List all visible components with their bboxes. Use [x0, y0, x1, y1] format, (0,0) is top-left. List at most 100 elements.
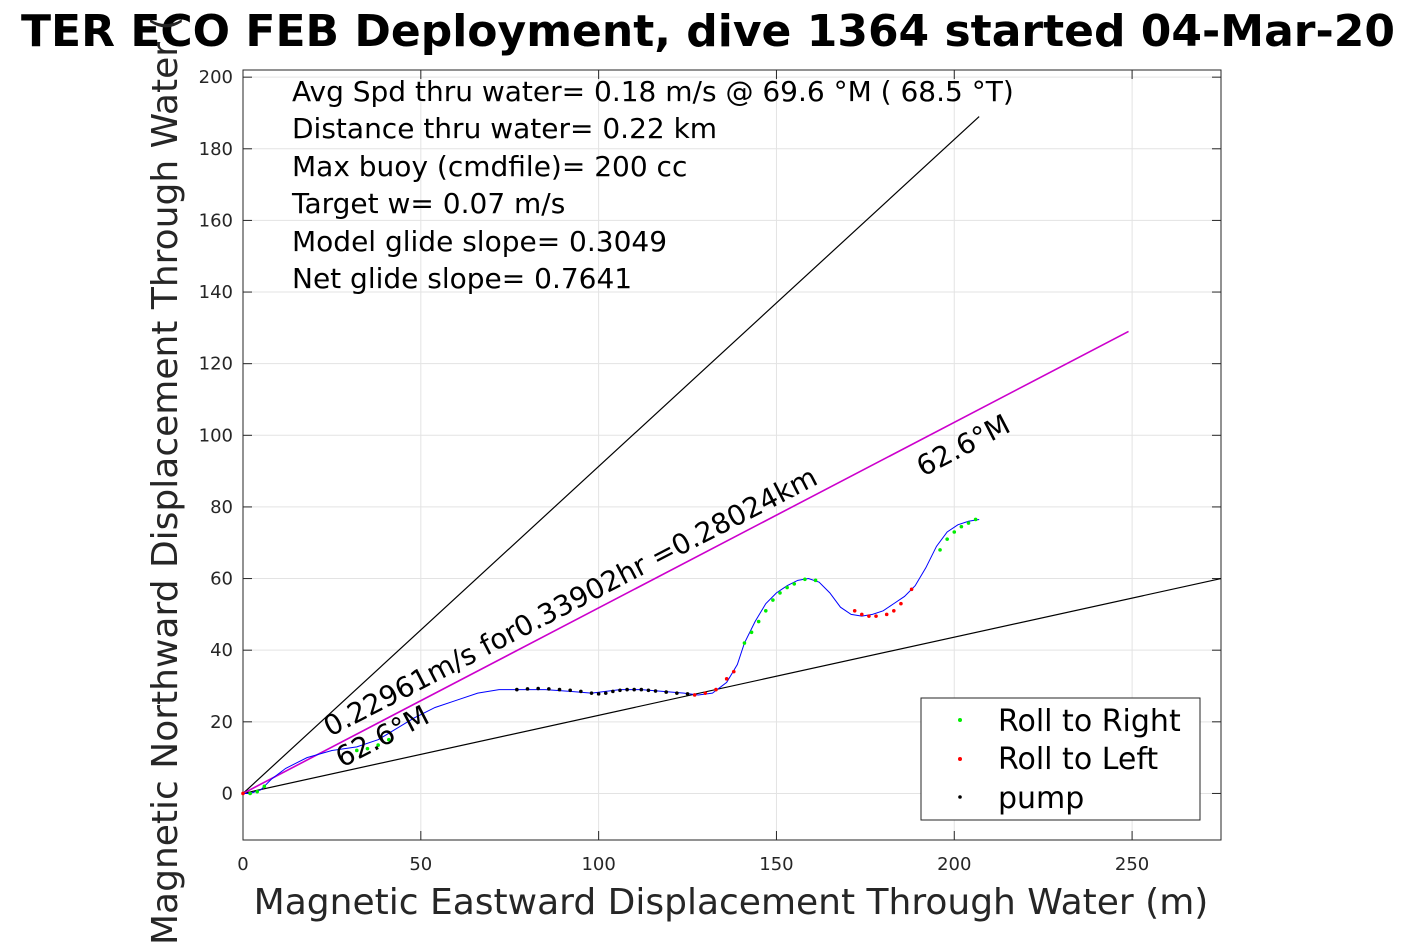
point-roll-to-right: [387, 737, 391, 742]
point-pump: [639, 687, 644, 692]
point-roll-to-right: [355, 748, 359, 753]
point-roll-to-right: [742, 641, 747, 645]
legend-marker-roll-right: [958, 718, 962, 722]
point-roll-to-left: [724, 677, 729, 681]
info-line-model-glide-slope: Model glide slope= 0.3049: [292, 225, 667, 258]
legend-box: [920, 697, 1201, 821]
point-roll-to-right: [938, 548, 942, 552]
y-tick-label: 140: [199, 282, 233, 303]
axis-ticks: 0 50 100 150 200 250 0 20 40 60 80 100 120 140 160 180 2…: [199, 67, 1221, 875]
grid: [242, 70, 1221, 840]
x-tick-label: 0: [237, 854, 248, 875]
y-tick-label: 60: [210, 569, 233, 590]
point-pump: [653, 689, 658, 693]
reference-line-heading-line: [242, 330, 1129, 795]
info-line-target-w: Target w= 0.07 m/s: [291, 187, 565, 220]
legend: Roll to Right Roll to Left pump: [920, 697, 1201, 821]
point-pump: [632, 687, 636, 692]
y-tick-label: 0: [222, 783, 233, 804]
point-roll-to-right: [749, 630, 754, 635]
point-pump: [625, 687, 629, 692]
point-pump: [568, 688, 572, 693]
point-pump: [664, 690, 669, 694]
y-tick-label: 100: [199, 425, 233, 446]
legend-marker-pump: [958, 795, 962, 799]
point-roll-to-left: [241, 791, 245, 796]
point-roll-to-right: [771, 598, 775, 602]
info-line-max-buoy: Max buoy (cmdfile)= 200 cc: [292, 150, 687, 183]
point-pump: [536, 686, 540, 691]
info-text-block: Avg Spd thru water= 0.18 m/s @ 69.6 °M (…: [291, 75, 1014, 295]
reference-line-envelope-upper: [242, 116, 980, 794]
data-points: [241, 517, 978, 796]
heading-label-upper: 62.6°M: [911, 408, 1015, 484]
y-tick-label: 120: [199, 354, 233, 375]
point-roll-to-right: [763, 608, 768, 613]
chart-title: TER ECO FEB Deployment, dive 1364 starte…: [21, 6, 1395, 57]
x-tick-label: 250: [1115, 854, 1149, 875]
info-line-avg-speed: Avg Spd thru water= 0.18 m/s @ 69.6 °M (…: [292, 75, 1014, 108]
point-pump: [675, 691, 679, 695]
point-roll-to-right: [255, 789, 260, 794]
point-pump: [579, 689, 583, 694]
point-roll-to-left: [892, 608, 896, 613]
point-roll-to-right: [785, 585, 789, 590]
info-line-net-glide-slope: Net glide slope= 0.7641: [292, 262, 632, 295]
point-pump: [646, 688, 651, 693]
point-roll-to-right: [792, 582, 797, 586]
x-tick-label: 100: [581, 854, 615, 875]
point-roll-to-left: [899, 601, 903, 606]
point-roll-to-left: [867, 614, 871, 618]
legend-label-pump: pump: [998, 781, 1084, 816]
track-line: [243, 518, 980, 794]
point-roll-to-left: [714, 687, 718, 692]
point-pump: [611, 689, 615, 694]
point-roll-to-right: [376, 743, 380, 747]
point-pump: [618, 688, 622, 693]
point-roll-to-left: [731, 669, 736, 674]
y-axis-label: Magnetic Northward Displacement Through …: [145, 16, 186, 945]
point-roll-to-right: [756, 619, 761, 624]
point-roll-to-right: [778, 591, 782, 595]
y-tick-label: 200: [199, 67, 233, 88]
x-tick-label: 150: [759, 854, 793, 875]
y-tick-label: 160: [199, 210, 233, 231]
point-roll-to-right: [966, 521, 971, 525]
point-roll-to-right: [813, 578, 818, 583]
reference-line-envelope-lower: [242, 577, 1222, 795]
point-roll-to-right: [952, 530, 957, 534]
info-line-distance: Distance thru water= 0.22 km: [292, 112, 717, 145]
x-tick-label: 50: [409, 854, 432, 875]
point-roll-to-left: [884, 612, 889, 617]
point-pump: [685, 692, 690, 696]
y-tick-label: 20: [210, 712, 233, 733]
plot-area-frame: [242, 69, 1222, 841]
point-roll-to-right: [248, 791, 252, 796]
x-axis-label: Magnetic Eastward Displacement Through W…: [254, 882, 1209, 923]
point-pump: [547, 687, 551, 691]
point-pump: [515, 687, 519, 692]
point-pump: [603, 691, 608, 695]
point-pump: [596, 692, 601, 696]
legend-marker-roll-left: [958, 757, 962, 761]
track-speed-annotation: 0.22961m/s for0.33902hr =0.28024km: [318, 460, 823, 743]
y-tick-label: 180: [199, 139, 233, 160]
point-roll-to-right: [973, 517, 978, 522]
point-pump: [589, 691, 594, 695]
x-tick-label: 200: [937, 854, 971, 875]
glider-track: [243, 518, 980, 794]
point-roll-to-left: [860, 612, 864, 617]
point-roll-to-left: [692, 693, 697, 697]
point-pump: [557, 687, 562, 692]
point-pump: [525, 687, 530, 691]
point-roll-to-left: [874, 614, 878, 618]
point-roll-to-right: [945, 537, 949, 541]
legend-label-roll-right: Roll to Right: [998, 704, 1181, 739]
point-roll-to-left: [852, 608, 857, 613]
point-roll-to-right: [959, 524, 964, 529]
point-roll-to-left: [909, 587, 914, 592]
point-roll-to-left: [703, 691, 708, 695]
legend-label-roll-left: Roll to Left: [998, 742, 1158, 777]
point-roll-to-right: [803, 577, 807, 582]
